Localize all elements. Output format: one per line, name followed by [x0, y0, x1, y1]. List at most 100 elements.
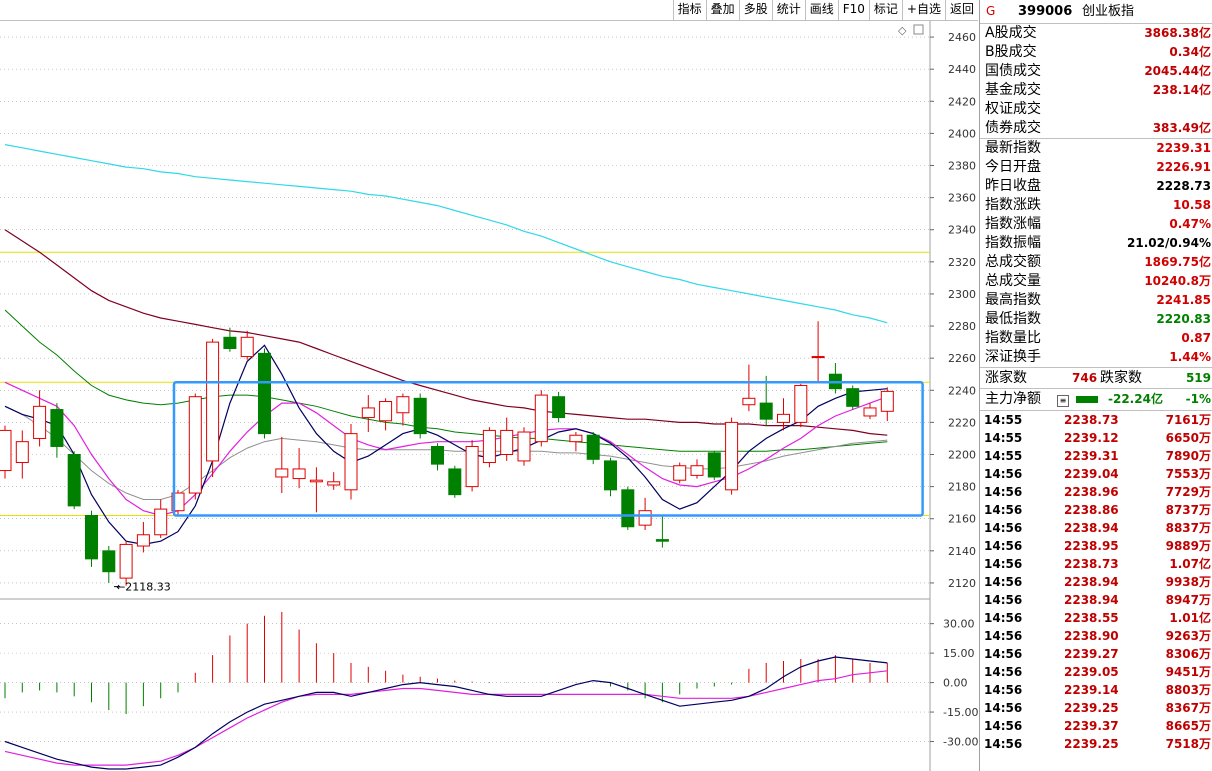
candle-down[interactable] [448, 468, 462, 496]
price-tick-label: 2120 [948, 577, 976, 590]
toolbar-button-5[interactable]: F10 [837, 0, 869, 20]
candle-down[interactable] [586, 434, 600, 460]
candle-up[interactable] [673, 465, 687, 481]
volume-stat-value: 3868.38亿 [1144, 26, 1211, 40]
net-flow-label: 主力净额 [985, 391, 1041, 407]
price-tick-label: 2420 [948, 95, 976, 108]
tick-volume: 8947万 [1165, 593, 1211, 607]
candle-up[interactable] [309, 479, 323, 483]
candle-up[interactable] [188, 396, 202, 494]
candle-up[interactable] [344, 433, 358, 491]
index-stat-label: 总成交额 [985, 254, 1041, 270]
candle-up[interactable] [794, 384, 808, 423]
toolbar-button-8[interactable]: 返回 [944, 0, 978, 20]
candle-down[interactable] [621, 489, 635, 528]
tick-list[interactable]: 14:55 2238.73 7161万 14:55 2239.12 6650万 14:55 2… [980, 411, 1212, 753]
toolbar-button-7[interactable]: +自选 [901, 0, 945, 20]
candle-up[interactable] [136, 534, 150, 547]
candle-up[interactable] [0, 429, 12, 472]
candle-up[interactable] [482, 429, 496, 464]
candle-down[interactable] [67, 454, 81, 507]
candle-up[interactable] [361, 407, 375, 419]
index-stat-value: 2226.91 [1156, 160, 1211, 174]
candle-down[interactable] [431, 445, 444, 465]
list-icon[interactable]: ≡ [1057, 395, 1069, 407]
tick-volume: 8367万 [1165, 701, 1211, 715]
candle-down[interactable] [759, 402, 773, 420]
diamond-icon[interactable]: ◇ [898, 24, 907, 37]
candle-down[interactable] [102, 550, 116, 573]
tick-volume: 8803万 [1165, 683, 1211, 697]
candle-up[interactable] [811, 356, 825, 359]
security-flag: G [986, 4, 996, 18]
volume-stat-row: 权证成交 [980, 100, 1212, 119]
expand-icon[interactable] [913, 24, 924, 35]
candle-down[interactable] [707, 452, 721, 478]
candle-up[interactable] [725, 421, 739, 491]
candle-up[interactable] [206, 341, 220, 462]
candle-up[interactable] [275, 468, 289, 478]
candle-up[interactable] [15, 441, 29, 464]
tick-volume: 9451万 [1165, 665, 1211, 679]
quote-sidebar: G 399006 创业板指 A股成交 3868.38亿 B股成交 0.34亿 国债成交 2… [979, 0, 1212, 771]
price-tick-label: 2220 [948, 416, 976, 429]
tick-time: 14:56 [984, 647, 1023, 661]
toolbar-button-2[interactable]: 多股 [738, 0, 772, 20]
candle-up[interactable] [742, 397, 756, 406]
candle-up[interactable] [33, 405, 47, 439]
toolbar-button-3[interactable]: 统计 [771, 0, 805, 20]
index-stat-value: 1.44% [1169, 350, 1211, 364]
candle-up[interactable] [534, 394, 548, 443]
candle-down[interactable] [552, 396, 566, 419]
tick-price: 2238.95 [1064, 539, 1119, 553]
candle-up[interactable] [517, 431, 531, 462]
tick-volume: 9263万 [1165, 629, 1211, 643]
candle-down[interactable] [846, 388, 860, 407]
candle-up[interactable] [119, 543, 133, 579]
candle-up[interactable] [500, 429, 514, 455]
toolbar-button-0[interactable]: 指标 [672, 0, 706, 20]
candle-up[interactable] [638, 510, 652, 526]
tick-row: 14:56 2239.25 7518万 [980, 735, 1212, 753]
tick-time: 14:56 [984, 467, 1023, 481]
candle-up[interactable] [777, 413, 790, 423]
candle-up[interactable] [292, 468, 306, 480]
toolbar-button-6[interactable]: 标记 [868, 0, 902, 20]
index-stat-row: 指数振幅 21.02/0.94% [980, 234, 1212, 253]
tick-row: 14:56 2238.95 9889万 [980, 537, 1212, 555]
candle-up[interactable] [240, 336, 254, 358]
candle-down[interactable] [604, 460, 617, 491]
candle-up[interactable] [379, 401, 393, 422]
market-volume-stats: A股成交 3868.38亿 B股成交 0.34亿 国债成交 2045.44亿 基金成交 238… [980, 24, 1212, 139]
ma-line-green [4, 309, 888, 452]
tick-price: 2239.12 [1064, 431, 1119, 445]
candle-down[interactable] [85, 515, 98, 560]
candle-up[interactable] [465, 445, 479, 488]
kline-chart-area[interactable]: ◇ 2460 2440 2420 2400 2380 2360 2340 2320 2300 228… [0, 21, 978, 771]
candle-up[interactable] [327, 481, 341, 486]
candle-down[interactable] [258, 352, 271, 435]
candle-up[interactable] [154, 508, 168, 536]
candle-down[interactable] [413, 397, 427, 435]
candle-down[interactable] [50, 409, 64, 447]
index-stat-value: 2228.73 [1156, 179, 1211, 193]
candle-up[interactable] [396, 396, 410, 414]
tick-volume: 1.01亿 [1169, 611, 1211, 625]
candle-up[interactable] [690, 465, 704, 476]
tick-row: 14:56 2238.55 1.01亿 [980, 609, 1212, 627]
toolbar-button-1[interactable]: 叠加 [705, 0, 739, 20]
price-tick-label: 2140 [948, 545, 976, 558]
tick-price: 2238.55 [1064, 611, 1119, 625]
macd-dif-line [4, 656, 888, 770]
candle-up[interactable] [569, 434, 583, 443]
toolbar-button-4[interactable]: 画线 [804, 0, 838, 20]
price-tick-label: 2280 [948, 320, 976, 333]
candle-up[interactable] [863, 407, 877, 417]
candle-down[interactable] [223, 336, 237, 350]
macd-tick-label: 15.00 [943, 647, 975, 660]
index-stat-label: 指数振幅 [985, 235, 1041, 251]
volume-stat-row: 基金成交 238.14亿 [980, 81, 1212, 100]
candle-up[interactable] [880, 390, 894, 412]
range-box-annotation[interactable] [172, 381, 924, 517]
candle-down[interactable] [655, 539, 669, 542]
